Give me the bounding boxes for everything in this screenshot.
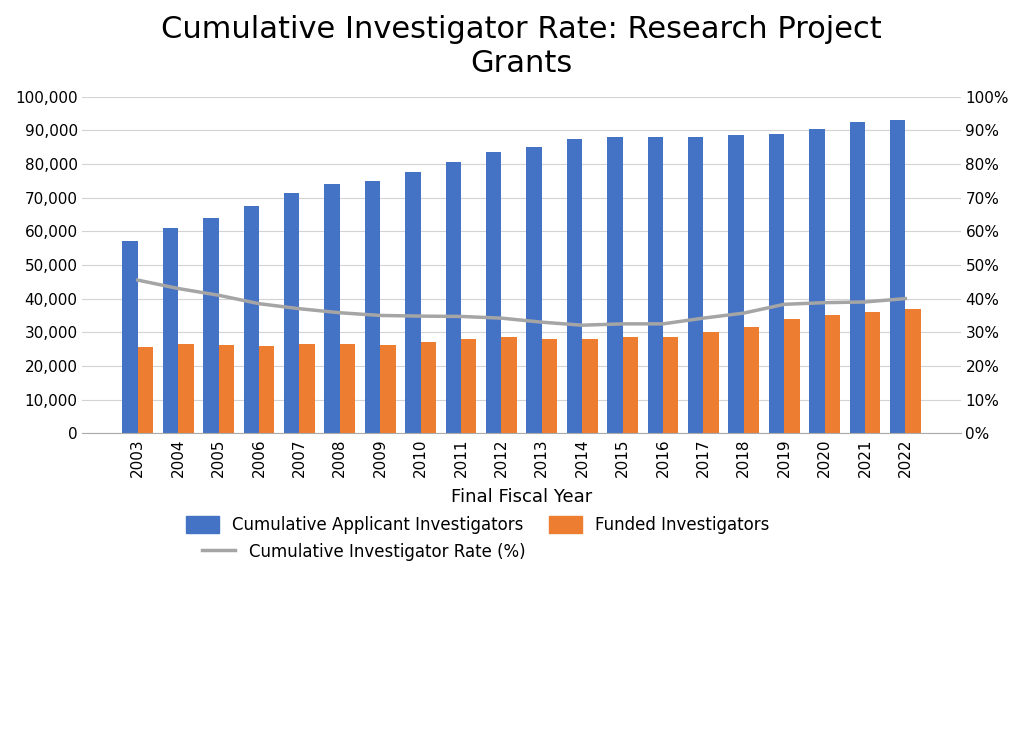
- Bar: [607, 137, 623, 433]
- Bar: [203, 218, 218, 433]
- X-axis label: Final Fiscal Year: Final Fiscal Year: [451, 488, 592, 506]
- Bar: [218, 345, 233, 433]
- Bar: [865, 312, 881, 433]
- Bar: [809, 129, 824, 433]
- Title: Cumulative Investigator Rate: Research Project
Grants: Cumulative Investigator Rate: Research P…: [161, 15, 882, 77]
- Bar: [703, 332, 719, 433]
- Bar: [406, 172, 421, 433]
- Bar: [138, 348, 154, 433]
- Bar: [905, 308, 921, 433]
- Bar: [647, 137, 663, 433]
- Bar: [728, 135, 743, 433]
- Bar: [365, 181, 380, 433]
- Bar: [542, 339, 557, 433]
- Bar: [663, 337, 678, 433]
- Bar: [461, 339, 476, 433]
- Bar: [421, 343, 436, 433]
- Bar: [284, 192, 299, 433]
- Bar: [784, 319, 800, 433]
- Bar: [325, 184, 340, 433]
- Bar: [123, 241, 138, 433]
- Bar: [445, 162, 461, 433]
- Bar: [340, 344, 355, 433]
- Bar: [824, 316, 840, 433]
- Bar: [890, 120, 905, 433]
- Bar: [688, 137, 703, 433]
- Bar: [486, 152, 502, 433]
- Bar: [299, 344, 314, 433]
- Bar: [743, 327, 759, 433]
- Legend: Cumulative Investigator Rate (%): Cumulative Investigator Rate (%): [202, 542, 525, 561]
- Bar: [380, 345, 395, 433]
- Bar: [567, 139, 583, 433]
- Bar: [244, 206, 259, 433]
- Bar: [526, 147, 542, 433]
- Bar: [163, 228, 178, 433]
- Bar: [769, 134, 784, 433]
- Bar: [583, 339, 598, 433]
- Bar: [502, 337, 517, 433]
- Bar: [178, 344, 194, 433]
- Bar: [850, 122, 865, 433]
- Bar: [623, 337, 638, 433]
- Bar: [259, 345, 274, 433]
